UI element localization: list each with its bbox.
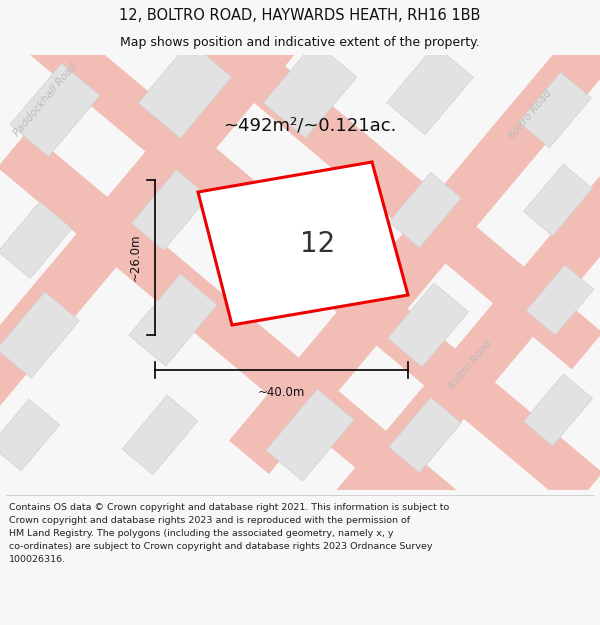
Text: ~26.0m: ~26.0m (128, 234, 142, 281)
Polygon shape (0, 0, 341, 574)
Polygon shape (389, 173, 461, 248)
Text: Contains OS data © Crown copyright and database right 2021. This information is : Contains OS data © Crown copyright and d… (9, 504, 449, 564)
Text: Map shows position and indicative extent of the property.: Map shows position and indicative extent… (120, 36, 480, 49)
Text: ~40.0m: ~40.0m (258, 386, 305, 399)
Polygon shape (519, 72, 591, 148)
Polygon shape (131, 170, 209, 250)
Text: 12: 12 (300, 229, 335, 258)
Polygon shape (524, 374, 592, 446)
Polygon shape (294, 0, 600, 574)
Polygon shape (263, 42, 357, 138)
Polygon shape (138, 42, 232, 138)
Polygon shape (526, 265, 594, 335)
Polygon shape (0, 131, 600, 625)
Polygon shape (388, 283, 469, 367)
Text: 12, BOLTRO ROAD, HAYWARDS HEATH, RH16 1BB: 12, BOLTRO ROAD, HAYWARDS HEATH, RH16 1B… (119, 8, 481, 23)
Polygon shape (0, 202, 72, 278)
Polygon shape (266, 389, 354, 481)
Text: Boltro Road: Boltro Road (446, 338, 493, 392)
Polygon shape (229, 0, 600, 474)
Text: Boltro Road: Boltro Road (506, 88, 553, 142)
Polygon shape (198, 162, 408, 325)
Polygon shape (10, 63, 100, 157)
Polygon shape (0, 399, 59, 471)
Polygon shape (387, 45, 473, 135)
Polygon shape (0, 0, 600, 369)
Polygon shape (0, 292, 79, 378)
Polygon shape (129, 274, 217, 366)
Polygon shape (389, 398, 461, 472)
Polygon shape (122, 396, 198, 474)
Text: Paddockhall Road: Paddockhall Road (11, 61, 79, 139)
Polygon shape (0, 0, 600, 509)
Text: ~492m²/~0.121ac.: ~492m²/~0.121ac. (223, 116, 397, 134)
Polygon shape (524, 164, 592, 236)
